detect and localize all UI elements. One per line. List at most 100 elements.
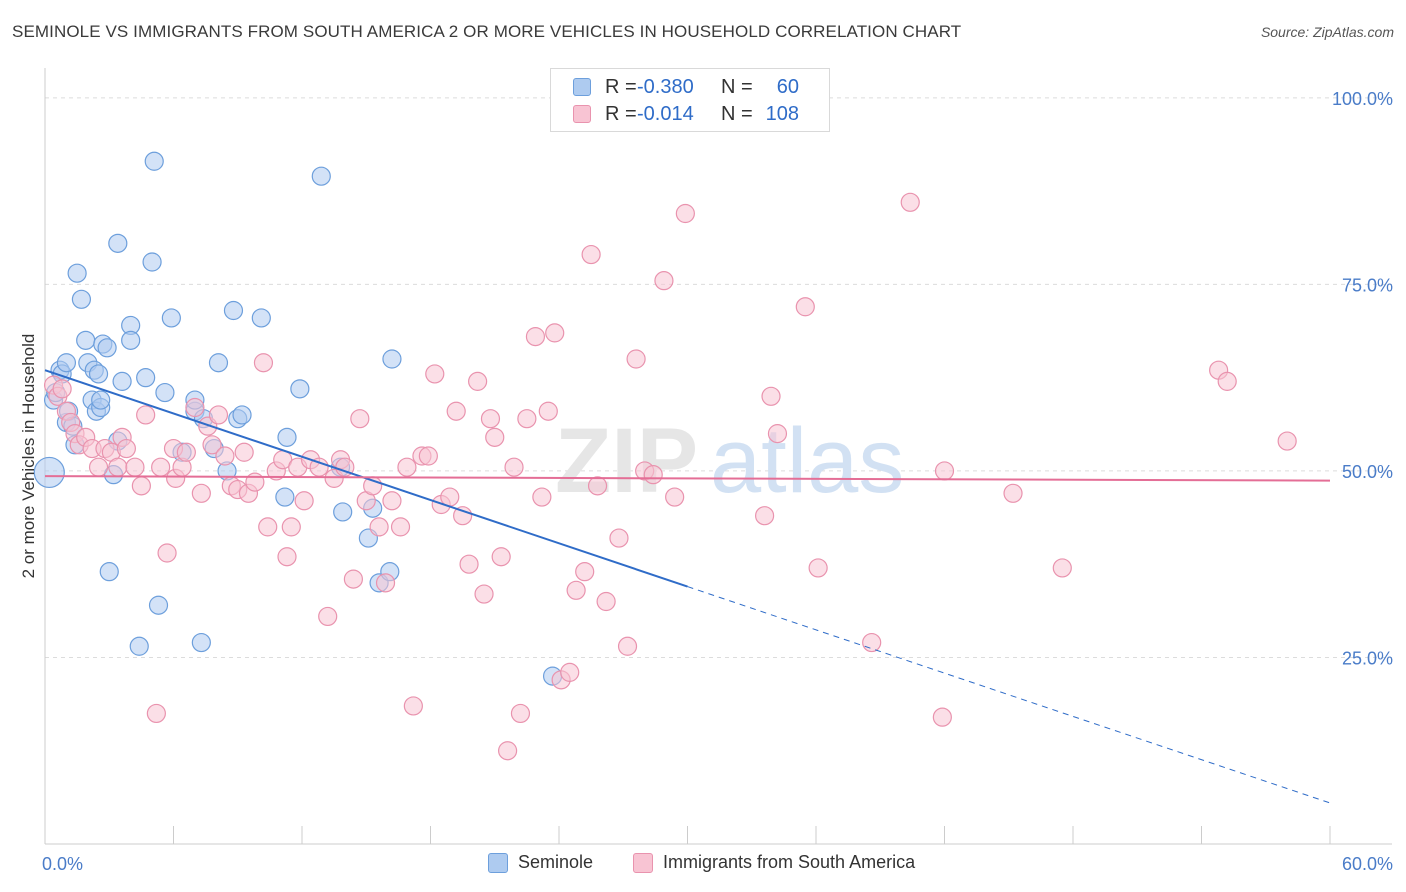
immigrants-point: [862, 632, 882, 653]
immigrants-point: [504, 457, 524, 477]
watermark-atlas: atlas: [710, 410, 904, 512]
immigrants-point: [191, 483, 211, 503]
immigrants-point: [525, 327, 546, 347]
seminole-point: [121, 330, 141, 350]
seminole-point: [33, 456, 65, 489]
immigrants-point: [215, 446, 235, 466]
y-axis-label: 2 or more Vehicles in Household: [19, 334, 38, 579]
seminole-point: [112, 371, 132, 391]
immigrants-point: [566, 580, 586, 600]
legend-item-seminole: Seminole: [488, 852, 593, 873]
immigrants-point: [425, 364, 445, 384]
immigrants-trend-line: [44, 475, 1331, 482]
r-label: R =: [605, 75, 637, 98]
seminole-point: [382, 349, 402, 369]
gridlines: [45, 97, 1392, 658]
immigrants-point: [485, 427, 505, 447]
immigrants-point: [108, 457, 128, 477]
r-value: -0.014: [637, 102, 694, 125]
chart-title: SEMINOLE VS IMMIGRANTS FROM SOUTH AMERIC…: [12, 22, 962, 41]
immigrants-point: [281, 517, 301, 537]
immigrants-point: [446, 401, 466, 421]
seminole-point: [290, 379, 310, 399]
immigrants-point: [510, 703, 531, 724]
immigrants-point: [532, 487, 552, 507]
immigrants-point: [131, 476, 151, 496]
immigrants-point: [468, 371, 488, 391]
immigrants-point: [418, 446, 438, 466]
immigrants-point: [176, 442, 196, 462]
seminole-point: [136, 368, 156, 388]
immigrants-point: [626, 349, 646, 369]
seminole-point: [129, 636, 149, 656]
immigrants-point: [375, 573, 396, 593]
immigrants-point: [665, 487, 685, 507]
seminole-point: [275, 487, 295, 507]
seminole-point: [232, 405, 252, 425]
immigrants-point: [587, 476, 608, 496]
immigrants-point: [88, 457, 109, 477]
immigrants-point: [675, 203, 695, 224]
seminole-point: [97, 338, 117, 358]
tick-labels: 25.0% 50.0% 75.0% 100.0% 0.0% 60.0%: [42, 89, 1393, 874]
legend-label: Immigrants from South America: [663, 852, 916, 872]
seminole-trend-extension: [687, 586, 1331, 804]
seminole-point: [56, 353, 77, 373]
seminole-swatch: [573, 78, 591, 96]
legend-row-immigrants: R = -0.014 N = 108: [573, 101, 799, 127]
n-label: N =: [721, 75, 753, 98]
immigrants-point: [932, 707, 952, 727]
y-tick-label: 75.0%: [1342, 275, 1393, 295]
immigrants-point: [52, 379, 72, 399]
immigrants-point: [343, 569, 363, 589]
immigrants-point: [157, 543, 177, 563]
immigrants-swatch: [573, 105, 591, 123]
immigrants-point: [654, 271, 674, 291]
axes: [44, 68, 1392, 845]
immigrants-point: [498, 741, 518, 761]
immigrants-point: [517, 409, 537, 429]
seminole-point: [155, 382, 175, 403]
immigrants-point: [146, 703, 166, 724]
immigrants-point: [208, 405, 229, 425]
legend-label: Seminole: [518, 852, 594, 872]
r-value: -0.380: [637, 75, 694, 98]
source-label: Source: ZipAtlas.com: [1260, 24, 1394, 40]
immigrants-point: [491, 547, 511, 567]
legend-item-immigrants: Immigrants from South America: [633, 852, 915, 873]
seminole-swatch: [488, 852, 508, 873]
n-label: N =: [721, 102, 753, 125]
immigrants-point: [277, 547, 297, 567]
immigrants-point: [761, 386, 781, 406]
immigrants-point: [459, 554, 479, 574]
x-tick-label: 0.0%: [42, 854, 83, 874]
immigrants-point: [294, 491, 314, 511]
immigrants-point: [125, 457, 145, 477]
seminole-point: [161, 308, 181, 328]
seminole-point: [191, 632, 211, 653]
y-tick-label: 25.0%: [1342, 648, 1393, 668]
y-tick-label: 100.0%: [1332, 89, 1393, 109]
immigrants-point: [1277, 431, 1297, 451]
seminole-point: [208, 353, 229, 373]
immigrants-point: [258, 517, 278, 537]
seminole-point: [108, 233, 128, 253]
y-tick-label: 50.0%: [1342, 462, 1393, 482]
immigrants-point: [808, 558, 828, 578]
n-value: 108: [765, 102, 799, 125]
x-tick-label: 60.0%: [1342, 854, 1393, 874]
immigrants-point: [453, 506, 473, 526]
immigrants-point: [643, 465, 663, 485]
seminole-point: [251, 308, 271, 328]
immigrants-point: [245, 472, 265, 492]
legend-correlation: R = -0.380 N = 60 R = -0.014 N = 108: [550, 68, 830, 132]
seminole-point: [67, 263, 87, 283]
immigrants-point: [318, 606, 338, 627]
legend-series: Seminole Immigrants from South America: [0, 852, 1406, 878]
seminole-point: [277, 427, 297, 447]
seminole-trend-line: [44, 369, 688, 588]
immigrants-point: [151, 457, 171, 477]
immigrants-point: [1217, 371, 1237, 391]
immigrants-point: [382, 491, 402, 511]
